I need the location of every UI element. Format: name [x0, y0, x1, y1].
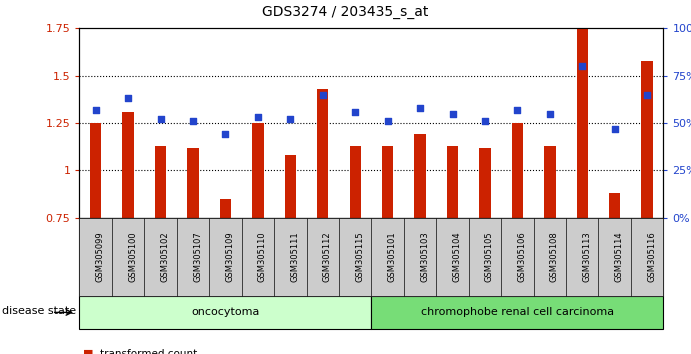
- Text: GSM305111: GSM305111: [290, 231, 299, 282]
- Point: [285, 116, 296, 122]
- Text: GSM305114: GSM305114: [615, 231, 624, 282]
- Bar: [382, 146, 393, 218]
- Point: [252, 114, 263, 120]
- Point: [317, 92, 328, 97]
- Text: GDS3274 / 203435_s_at: GDS3274 / 203435_s_at: [263, 5, 428, 19]
- Text: GSM305110: GSM305110: [258, 231, 267, 282]
- Text: GSM305116: GSM305116: [647, 231, 656, 282]
- Bar: [122, 112, 134, 218]
- Bar: [641, 61, 653, 218]
- Point: [512, 107, 523, 113]
- Bar: [350, 146, 361, 218]
- Bar: [512, 123, 523, 218]
- Bar: [576, 28, 588, 218]
- Bar: [220, 199, 231, 218]
- Point: [447, 111, 458, 116]
- Text: transformed count: transformed count: [100, 349, 198, 354]
- Point: [155, 116, 166, 122]
- Text: GSM305112: GSM305112: [323, 231, 332, 282]
- Point: [90, 107, 101, 113]
- Bar: [317, 89, 328, 218]
- Bar: [187, 148, 199, 218]
- Bar: [155, 146, 167, 218]
- Text: chromophobe renal cell carcinoma: chromophobe renal cell carcinoma: [421, 307, 614, 318]
- Text: GSM305108: GSM305108: [550, 231, 559, 282]
- Point: [577, 63, 588, 69]
- Bar: [90, 123, 102, 218]
- Point: [382, 118, 393, 124]
- Text: GSM305101: GSM305101: [388, 231, 397, 282]
- Point: [480, 118, 491, 124]
- Bar: [609, 193, 621, 218]
- Bar: [285, 155, 296, 218]
- Bar: [415, 135, 426, 218]
- Bar: [252, 123, 263, 218]
- Text: oncocytoma: oncocytoma: [191, 307, 260, 318]
- Point: [545, 111, 556, 116]
- Text: GSM305113: GSM305113: [583, 231, 591, 282]
- Text: GSM305104: GSM305104: [453, 231, 462, 282]
- Bar: [480, 148, 491, 218]
- Point: [187, 118, 198, 124]
- Point: [642, 92, 653, 97]
- Text: GSM305107: GSM305107: [193, 231, 202, 282]
- Text: GSM305115: GSM305115: [355, 231, 364, 282]
- Text: GSM305105: GSM305105: [485, 231, 494, 282]
- Text: GSM305103: GSM305103: [420, 231, 429, 282]
- Text: GSM305102: GSM305102: [160, 231, 169, 282]
- Point: [122, 96, 133, 101]
- Text: ■: ■: [83, 349, 93, 354]
- Point: [609, 126, 621, 132]
- Text: GSM305106: GSM305106: [518, 231, 527, 282]
- Point: [350, 109, 361, 114]
- Text: GSM305109: GSM305109: [225, 231, 234, 282]
- Point: [415, 105, 426, 111]
- Text: GSM305100: GSM305100: [128, 231, 137, 282]
- Bar: [544, 146, 556, 218]
- Bar: [447, 146, 458, 218]
- Text: disease state: disease state: [2, 306, 76, 316]
- Text: GSM305099: GSM305099: [95, 231, 104, 282]
- Point: [220, 132, 231, 137]
